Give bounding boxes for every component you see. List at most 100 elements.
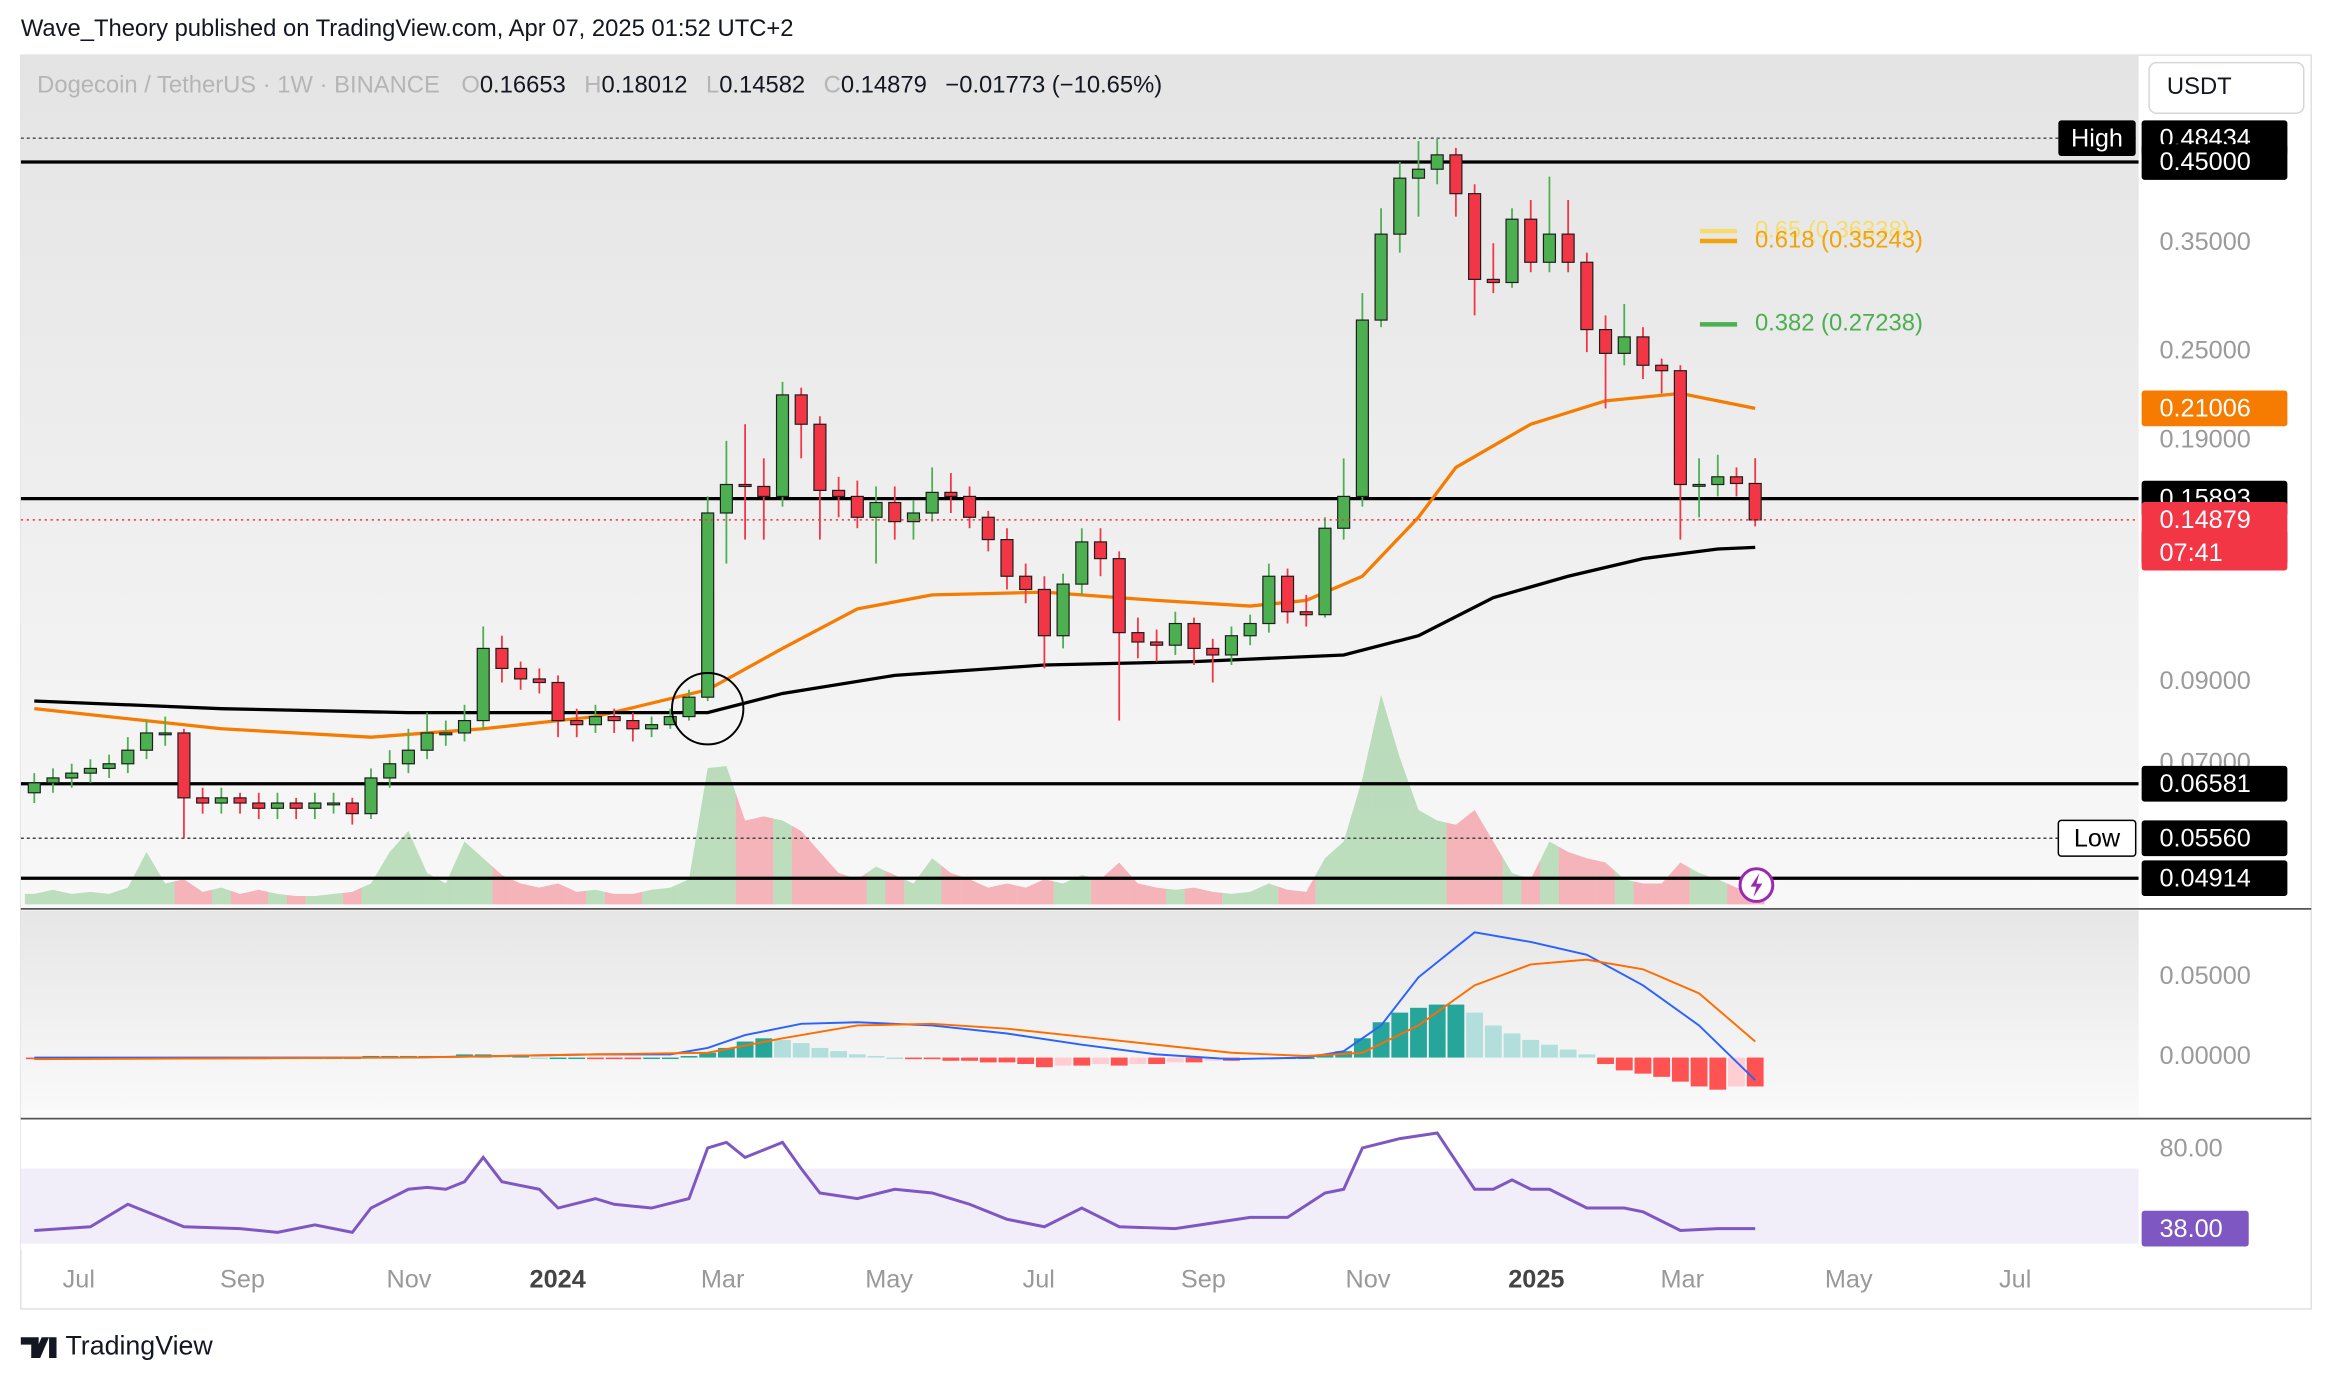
candle-body [1598, 328, 1613, 354]
volume-area [960, 876, 979, 905]
candle-body [177, 732, 191, 799]
volume-area [1353, 736, 1372, 905]
publisher-header: Wave_Theory published on TradingView.com… [21, 15, 794, 42]
x-tick-label: Nov [1346, 1265, 1391, 1293]
volume-area [1521, 860, 1541, 905]
ohlc-value: 0.14582 [719, 72, 805, 99]
candle-body [1168, 622, 1182, 646]
level-side-label: High [2071, 124, 2123, 152]
alert-bolt[interactable] [1750, 873, 1763, 897]
fib-label: 0.65 (0.36338) [1755, 216, 1910, 243]
volume-area [698, 767, 718, 905]
volume-area [1671, 862, 1690, 905]
volume-area [43, 889, 63, 905]
candle-body [196, 797, 210, 804]
x-tick-label: Sep [1181, 1265, 1226, 1293]
candle-body [1206, 647, 1220, 656]
candle-body [139, 732, 154, 751]
volume-area [529, 885, 549, 905]
candle-body [794, 394, 808, 425]
macd-histogram-bar [1615, 1057, 1633, 1071]
volume-area [81, 891, 100, 905]
level-tag-label: 0.06581 [2159, 770, 2250, 798]
y-tick-label: 0.09000 [2159, 667, 2250, 695]
volume-area [567, 887, 587, 905]
volume-area [922, 858, 942, 905]
level-tag [2141, 765, 2288, 802]
candle-body [719, 483, 733, 514]
brand: TradingView [20, 1331, 213, 1361]
volume-area [268, 891, 287, 905]
macd-histogram-bar [792, 1043, 810, 1058]
candle-body [701, 512, 715, 698]
x-tick-label: 2025 [1508, 1265, 1564, 1293]
macd-histogram-bar [1597, 1057, 1614, 1064]
x-tick-label: Jul [1023, 1265, 1055, 1293]
volume-area [754, 816, 774, 905]
candle-body [1000, 539, 1014, 577]
candle-body [1729, 476, 1744, 485]
candle-body [252, 802, 266, 809]
candle-body [514, 667, 528, 680]
candle-body [1748, 482, 1762, 521]
candle-body [588, 715, 603, 726]
macd-histogram-bar [1166, 1057, 1184, 1063]
fib-label: 0.618 (0.35243) [1755, 226, 1923, 253]
macd-histogram-bar [1185, 1057, 1203, 1063]
volume-area [1483, 825, 1503, 905]
volume-area [511, 879, 530, 905]
volume-area [118, 869, 138, 905]
macd-histogram-bar [1148, 1057, 1166, 1064]
candle-body [626, 719, 640, 730]
volume-area [249, 889, 269, 905]
volume-area [1184, 887, 1204, 905]
macd-histogram-bar [25, 1057, 43, 1060]
level-tag [2141, 820, 2288, 857]
candle-body [1337, 495, 1351, 529]
change: −0.01773 (−10.65%) [945, 72, 1162, 99]
rsi-band [20, 1168, 2139, 1244]
currency-label[interactable]: USDT [2167, 73, 2232, 100]
ohlc-value: 0.18012 [601, 72, 687, 99]
candle-body [1617, 336, 1631, 354]
currency-button-box[interactable] [2148, 61, 2305, 114]
macd-histogram-bar [643, 1057, 660, 1060]
macd-signal-line [34, 958, 1756, 1061]
candle-body [813, 423, 827, 491]
candle-body [1374, 233, 1388, 321]
macd-histogram-bar [1372, 1022, 1390, 1058]
x-tick-label: Nov [386, 1265, 431, 1293]
current-price-label: 0.14879 [2159, 506, 2250, 534]
macd-histogram-bar [699, 1052, 717, 1058]
volume-area [604, 891, 624, 905]
volume-area [586, 889, 605, 905]
macd-histogram-bar [867, 1055, 885, 1058]
x-tick-label: Jul [1999, 1265, 2031, 1293]
volume-area [1165, 888, 1185, 905]
volume-area [1633, 881, 1653, 905]
alert-icon[interactable] [1738, 867, 1775, 903]
candle-body [757, 485, 771, 498]
currency-button[interactable]: USDT [2148, 61, 2305, 114]
candle-body [738, 483, 752, 488]
volume-area [1540, 841, 1559, 905]
candle-body [775, 394, 790, 498]
y-tick-label: 0.25000 [2159, 337, 2250, 365]
candle-body [1673, 370, 1687, 486]
ohlc-key: O [461, 72, 480, 99]
volume-area [211, 887, 231, 905]
volume-area [1596, 860, 1615, 905]
candle-body [1636, 336, 1650, 366]
volume-area [99, 890, 119, 905]
candle-body [850, 495, 864, 518]
volume-area [305, 894, 325, 905]
macd-histogram-bar [774, 1039, 791, 1058]
macd-histogram-bar [1466, 1012, 1484, 1058]
volume-area [62, 891, 82, 905]
candle-body [46, 777, 60, 784]
volume-area [1390, 726, 1410, 905]
macd-histogram-bar [998, 1057, 1016, 1063]
x-tick-label: Sep [220, 1265, 265, 1293]
